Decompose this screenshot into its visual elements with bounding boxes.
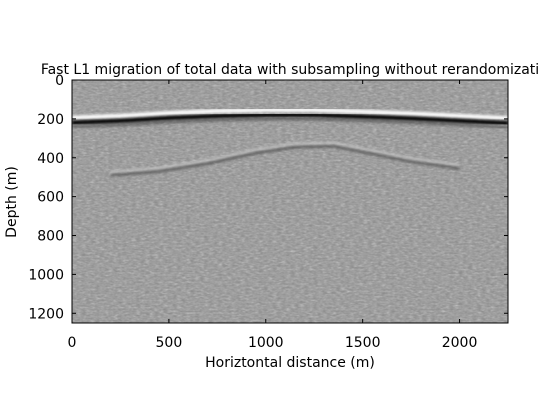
x-tick-label: 0 bbox=[68, 335, 77, 351]
y-tick-label: 0 bbox=[55, 73, 64, 89]
plot-area bbox=[72, 80, 508, 323]
y-tick-label: 1000 bbox=[28, 267, 64, 283]
y-axis-label: Depth (m) bbox=[4, 166, 20, 238]
dome-shadow bbox=[110, 144, 460, 177]
y-tick-label: 800 bbox=[37, 229, 64, 245]
y-tick-label: 400 bbox=[37, 151, 64, 167]
x-tick-label: 2000 bbox=[442, 335, 478, 351]
reflector-ringing bbox=[72, 117, 508, 129]
x-axis-label: Horiztontal distance (m) bbox=[205, 355, 375, 371]
y-tick-label: 600 bbox=[37, 190, 64, 206]
y-axis-ticks: 0 200 400 600 800 1000 1200 bbox=[28, 73, 508, 322]
reflector-layer bbox=[72, 108, 508, 177]
reflector-highlight bbox=[72, 108, 508, 121]
chart-title: Fast L1 migration of total data with sub… bbox=[41, 62, 539, 78]
x-tick-label: 500 bbox=[156, 335, 183, 351]
y-tick-label: 1200 bbox=[28, 306, 64, 322]
x-tick-label: 1000 bbox=[248, 335, 284, 351]
x-tick-label: 1500 bbox=[345, 335, 381, 351]
dome-highlight bbox=[110, 141, 460, 174]
reflector-shadow bbox=[72, 113, 508, 126]
axes-frame bbox=[71, 79, 509, 324]
y-tick-label: 200 bbox=[37, 112, 64, 128]
